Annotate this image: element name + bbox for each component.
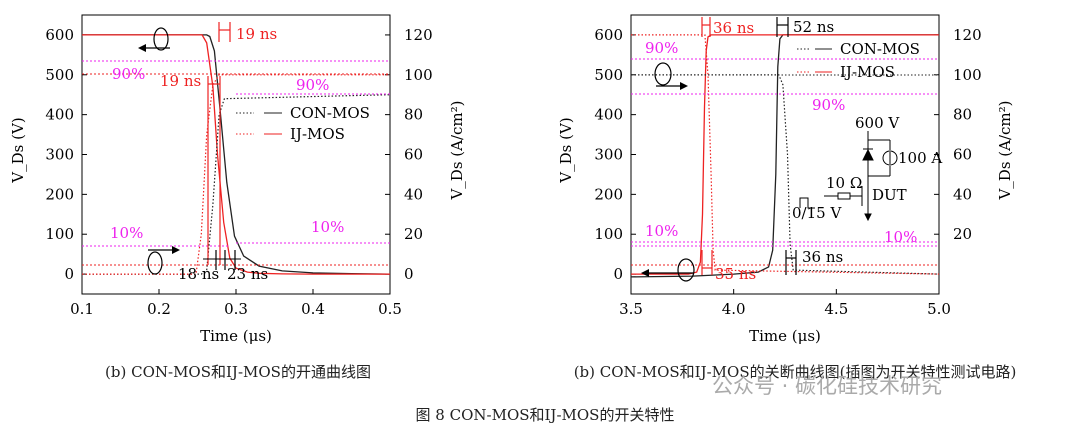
inset-label-dut: DUT <box>872 186 907 204</box>
axis-indicator-left-circle <box>677 258 695 282</box>
inset-label-current: 100 A <box>898 149 942 167</box>
diode-icon <box>862 148 874 161</box>
arrow-right-head <box>172 246 180 254</box>
ground-icon <box>864 213 872 222</box>
y-right-tick-label: 40 <box>404 185 423 203</box>
annotation-10pct-left: 10% <box>110 224 143 242</box>
series-con-mos-voltage <box>82 34 391 275</box>
annotation-90pct-left: 90% <box>645 39 678 57</box>
legend-label-con: CON-MOS <box>840 40 920 58</box>
x-tick-label: 3.5 <box>619 300 643 318</box>
turn-on-chart: 0.1 0.2 0.3 0.4 0.50100200300400500600020406… <box>9 14 466 381</box>
y-right-tick-label: 60 <box>404 146 423 164</box>
inset-label-gate-voltage: 0/15 V <box>792 204 842 222</box>
y-tick-label: 400 <box>594 106 623 124</box>
legend-right: CON-MOS IJ-MOS <box>797 40 920 81</box>
inset-test-circuit <box>799 131 898 222</box>
y-axis-label-right: V_Ds (A/cm²) <box>996 100 1014 200</box>
y-right-tick-label: 80 <box>404 106 423 124</box>
turn-off-chart: 3.5 4.0 4.5 5.0 0 100 200 300 400 500 600 20 40 60 80 1… <box>557 14 1017 381</box>
y-tick-label: 500 <box>594 66 623 84</box>
y-tick-label: 300 <box>45 146 74 164</box>
figure-caption: 图 8 CON-MOS和IJ-MOS的开关特性 <box>416 406 675 424</box>
legend-left: CON-MOS IJ-MOS <box>236 104 370 143</box>
annotation-36ns-bottom: 36 ns <box>802 248 843 266</box>
y-tick-label: 0 <box>64 265 74 283</box>
annotation-10pct-left: 10% <box>645 222 678 240</box>
y-tick-label: 200 <box>594 185 623 203</box>
arrow-right-head <box>680 82 688 90</box>
y-right-tick-label: 100 <box>404 66 433 84</box>
annotation-52ns: 52 ns <box>793 18 834 36</box>
caption-right: (b) CON-MOS和IJ-MOS的关断曲线图(插图为开关特性测试电路) <box>574 363 1017 381</box>
annotation-23ns: 23 ns <box>227 265 268 283</box>
y-right-tick-label: 0 <box>404 265 414 283</box>
axis-indicator-right-circle <box>147 251 163 275</box>
annotation-10pct-right: 10% <box>311 218 344 236</box>
annotation-90pct-right: 90% <box>296 76 329 94</box>
x-tick-label: 0.5 <box>378 300 402 318</box>
annotation-18ns: 18 ns <box>178 265 219 283</box>
y-right-tick-label: 60 <box>953 146 972 164</box>
annotation-19ns-mid: 19 ns <box>160 72 201 90</box>
axis-indicator-left-circle <box>153 27 169 51</box>
current-source-icon <box>882 150 898 166</box>
watermark-text: 公众号 · 碳化硅技术研究 <box>712 374 942 398</box>
y-axis-label-right: V_Ds (A/cm²) <box>448 100 466 200</box>
inset-label-voltage: 600 V <box>855 114 900 132</box>
y-tick-label: 0 <box>613 265 623 283</box>
x-axis-label: Time (μs) <box>200 327 272 345</box>
annotation-35ns: 35 ns <box>715 265 756 283</box>
arrow-left-head <box>138 44 146 52</box>
series-con-mos-voltage <box>630 34 939 278</box>
y-tick-label: 200 <box>45 185 74 203</box>
annotation-10pct-right: 10% <box>884 228 917 246</box>
inset-label-resistor: 10 Ω <box>826 174 862 192</box>
legend-label-ij: IJ-MOS <box>840 63 895 81</box>
x-tick-label: 0.2 <box>147 300 171 318</box>
y-right-tick-label: 80 <box>953 106 972 124</box>
axis-indicator-right-circle <box>654 62 672 86</box>
y-tick-label: 600 <box>594 26 623 44</box>
legend-label-ij: IJ-MOS <box>290 125 345 143</box>
y-axis-label-left: V_Ds (V) <box>9 117 27 183</box>
gate-pulse-icon <box>799 197 815 209</box>
series-ij-mos-current <box>631 34 940 275</box>
annotation-19ns-top: 19 ns <box>236 25 277 43</box>
x-tick-label: 0.3 <box>224 300 248 318</box>
series-con-mos-current <box>82 94 391 275</box>
annotation-90pct-right: 90% <box>812 96 845 114</box>
y-right-tick-label: 120 <box>404 26 433 44</box>
arrow-left-head <box>641 269 649 277</box>
y-tick-label: 600 <box>45 26 74 44</box>
x-tick-label: 5.0 <box>927 300 951 318</box>
x-tick-label: 4.5 <box>824 300 848 318</box>
y-tick-label: 400 <box>45 106 74 124</box>
y-right-tick-label: 40 <box>953 185 972 203</box>
x-axis-label: Time (μs) <box>749 327 821 345</box>
x-tick-label: 0.4 <box>301 300 325 318</box>
y-axis-label-left: V_Ds (V) <box>557 117 575 183</box>
gate-resistor-icon <box>837 192 851 200</box>
y-tick-label: 500 <box>45 66 74 84</box>
series-ij-mos-current <box>82 74 390 275</box>
series-ij-mos-voltage <box>82 34 390 275</box>
x-tick-label: 0.1 <box>70 300 94 318</box>
y-tick-label: 100 <box>594 225 623 243</box>
annotation-36ns-top: 36 ns <box>713 19 754 37</box>
x-tick-label: 4.0 <box>722 300 746 318</box>
plot-frame <box>81 14 391 295</box>
y-right-tick-label: 20 <box>404 225 423 243</box>
y-right-tick-label: 120 <box>953 26 982 44</box>
y-tick-label: 100 <box>45 225 74 243</box>
y-right-tick-label: 100 <box>953 66 982 84</box>
y-right-tick-label: 20 <box>953 225 972 243</box>
y-tick-label: 300 <box>594 146 623 164</box>
caption-left: (b) CON-MOS和IJ-MOS的开通曲线图 <box>105 363 371 381</box>
annotation-90pct-left: 90% <box>112 65 145 83</box>
legend-label-con: CON-MOS <box>290 104 370 122</box>
